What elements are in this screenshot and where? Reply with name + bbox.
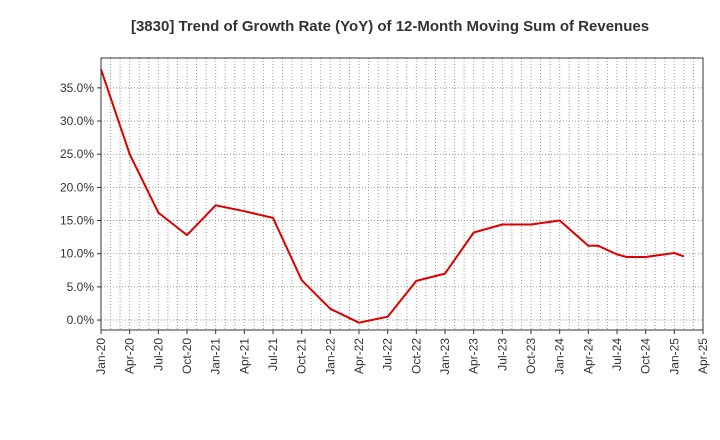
x-tick-label: Apr-20 xyxy=(123,338,137,374)
x-tick-label: Oct-20 xyxy=(180,338,194,374)
x-tick-label: Jul-21 xyxy=(266,338,280,371)
y-tick-label: 25.0% xyxy=(60,147,94,161)
x-tick-label: Oct-21 xyxy=(295,338,309,374)
y-axis: 0.0% 5.0% 10.0% 15.0% 20.0% 25.0% 30.0% 35.0% xyxy=(60,81,101,327)
x-tick-label: Oct-24 xyxy=(639,338,653,374)
x-tick-label: Oct-22 xyxy=(409,338,423,374)
x-axis: Jan-20 Apr-20 Jul-20 Oct-20 Jan-21 Apr-21 Jul-… xyxy=(94,330,710,375)
x-tick-label: Jan-23 xyxy=(438,338,452,375)
x-tick-label: Apr-23 xyxy=(467,338,481,374)
x-tick-label: Apr-24 xyxy=(581,338,595,374)
y-tick-label: 10.0% xyxy=(60,247,94,261)
series-line xyxy=(100,68,685,324)
x-tick-label: Jan-25 xyxy=(667,338,681,375)
x-tick-label: Jul-23 xyxy=(495,338,509,371)
y-tick-label: 30.0% xyxy=(60,114,94,128)
x-tick-label: Jan-22 xyxy=(323,338,337,375)
x-tick-label: Jan-24 xyxy=(553,338,567,375)
x-tick-label: Apr-22 xyxy=(352,338,366,374)
y-tick-label: 0.0% xyxy=(67,313,95,327)
plot-frame xyxy=(100,57,704,331)
x-tick-label: Oct-23 xyxy=(524,338,538,374)
x-tick-label: Jul-20 xyxy=(151,338,165,371)
x-tick-label: Jul-24 xyxy=(610,338,624,371)
x-tick-label: Apr-25 xyxy=(696,338,710,374)
x-tick-label: Jul-22 xyxy=(381,338,395,371)
series-layer xyxy=(100,68,685,324)
x-tick-label: Jan-20 xyxy=(94,338,108,375)
y-tick-label: 5.0% xyxy=(67,280,95,294)
chart-title: [3830] Trend of Growth Rate (YoY) of 12-… xyxy=(131,18,649,35)
y-tick-label: 35.0% xyxy=(60,81,94,95)
grid-lines xyxy=(101,58,703,330)
y-tick-label: 15.0% xyxy=(60,214,94,228)
x-tick-label: Jan-21 xyxy=(209,338,223,375)
x-tick-label: Apr-21 xyxy=(237,338,251,374)
y-tick-label: 20.0% xyxy=(60,180,94,194)
